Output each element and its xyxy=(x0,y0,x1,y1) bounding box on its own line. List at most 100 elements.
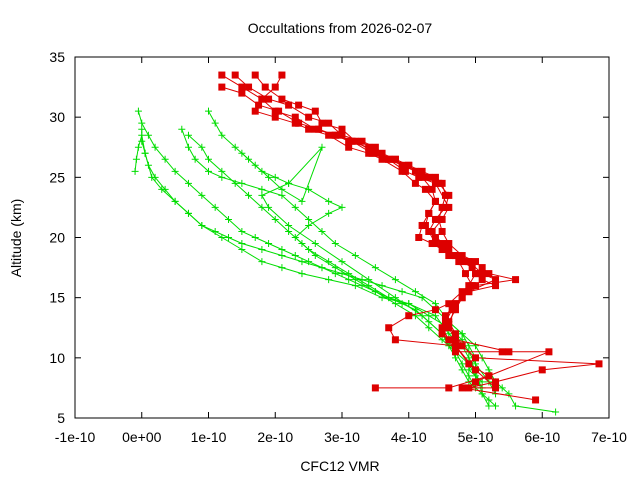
data-point-green-1 xyxy=(451,354,459,362)
data-point-red-3 xyxy=(428,185,436,193)
data-point-red-3 xyxy=(458,288,466,296)
x-tick-label: -1e-10 xyxy=(55,429,96,445)
data-point-green-1 xyxy=(138,119,146,127)
plot-area: -1e-10 0e+00 1e-10 2e-10 3e-10 4e-10 5e-10 6e-1… xyxy=(49,49,627,445)
data-point-green-6 xyxy=(184,131,192,139)
data-point-red-5 xyxy=(431,179,439,187)
data-point-green-3 xyxy=(132,155,140,163)
data-point-green-2 xyxy=(238,240,246,248)
data-point-green-3 xyxy=(258,258,266,266)
data-point-green-1 xyxy=(151,143,159,151)
data-point-red-1 xyxy=(445,240,453,248)
data-point-green-6 xyxy=(411,312,419,320)
data-point-green-7 xyxy=(298,197,306,205)
data-point-green-6 xyxy=(465,372,473,380)
data-point-green-1 xyxy=(171,167,179,175)
data-point-green-4 xyxy=(205,167,212,175)
data-point-red-3 xyxy=(278,95,286,103)
data-point-green-5 xyxy=(231,143,239,151)
data-point-red-3 xyxy=(428,240,436,248)
data-point-red-4 xyxy=(421,185,429,193)
x-tick-label: 0e+00 xyxy=(122,429,162,445)
data-point-red-2 xyxy=(231,71,239,79)
data-point-green-2 xyxy=(505,390,513,398)
data-point-red-5 xyxy=(438,215,446,223)
data-point-red-5 xyxy=(401,167,409,175)
data-point-red-3 xyxy=(415,234,423,241)
data-point-green-6 xyxy=(458,360,466,368)
data-point-red-5 xyxy=(451,300,459,308)
data-point-red-5 xyxy=(385,155,393,163)
data-point-red-2 xyxy=(325,119,333,127)
data-point-red-5 xyxy=(428,227,436,235)
data-point-red-5 xyxy=(295,119,303,127)
data-point-red-3 xyxy=(405,312,413,320)
data-point-red-4 xyxy=(411,179,419,187)
data-point-green-1 xyxy=(211,203,219,211)
data-point-green-5 xyxy=(271,173,279,181)
data-point-green-6 xyxy=(371,288,379,296)
data-point-red-5 xyxy=(315,125,323,133)
data-point-red-4 xyxy=(485,372,493,380)
data-point-green-6 xyxy=(258,203,266,211)
data-point-green-4 xyxy=(184,143,192,151)
data-point-green-5 xyxy=(338,203,346,211)
data-point-red-2 xyxy=(545,348,553,356)
data-point-red-2 xyxy=(478,276,486,284)
data-point-green-3 xyxy=(278,264,286,272)
data-point-green-6 xyxy=(231,179,239,187)
data-point-red-3 xyxy=(472,366,479,374)
data-point-green-4 xyxy=(305,215,313,223)
data-point-green-6 xyxy=(438,336,446,344)
data-point-green-5 xyxy=(425,312,433,320)
data-point-red-4 xyxy=(425,209,433,217)
data-point-green-5 xyxy=(205,107,212,115)
data-point-green-5 xyxy=(458,336,466,344)
data-point-green-6 xyxy=(391,300,399,308)
data-point-green-3 xyxy=(218,234,226,241)
data-point-red-3 xyxy=(261,83,269,91)
data-point-red-2 xyxy=(445,191,453,199)
data-point-green-4 xyxy=(411,288,419,296)
data-point-green-3 xyxy=(431,312,439,320)
data-point-red-5 xyxy=(368,149,376,157)
data-point-green-7 xyxy=(285,179,293,187)
data-point-red-2 xyxy=(445,252,453,260)
data-point-green-5 xyxy=(218,131,226,139)
data-point-green-6 xyxy=(331,264,339,272)
data-point-red-4 xyxy=(468,282,476,290)
data-point-red-2 xyxy=(245,83,253,91)
data-point-green-7 xyxy=(365,276,373,284)
data-point-green-3 xyxy=(134,143,142,151)
data-point-red-4 xyxy=(438,330,446,338)
data-point-red-2 xyxy=(265,95,273,103)
y-tick-label: 25 xyxy=(49,169,65,185)
data-point-green-4 xyxy=(431,300,439,308)
data-point-red-3 xyxy=(532,396,540,404)
data-point-red-5 xyxy=(348,137,356,145)
data-point-green-7 xyxy=(318,143,326,151)
series-line-green-6 xyxy=(188,134,476,389)
data-point-red-5 xyxy=(415,173,423,181)
series-line-green-2 xyxy=(141,129,556,413)
data-point-green-6 xyxy=(298,240,306,248)
data-point-red-1 xyxy=(238,83,246,91)
data-point-red-5 xyxy=(445,203,453,211)
data-point-red-2 xyxy=(371,143,379,151)
data-point-red-5 xyxy=(331,131,339,139)
data-point-green-5 xyxy=(405,300,413,308)
data-point-green-5 xyxy=(325,197,333,205)
y-tick-label: 30 xyxy=(49,109,65,125)
data-point-green-5 xyxy=(472,360,479,368)
data-point-red-1 xyxy=(458,252,466,260)
data-point-red-5 xyxy=(478,270,486,278)
data-point-red-1 xyxy=(512,276,520,284)
data-point-red-5 xyxy=(445,324,453,332)
data-point-red-3 xyxy=(338,125,346,133)
series-line-green-1 xyxy=(137,111,490,407)
data-point-green-6 xyxy=(285,227,293,235)
data-point-green-1 xyxy=(251,234,259,241)
x-axis-label: CFC12 VMR xyxy=(300,458,379,474)
data-point-green-4 xyxy=(218,173,226,181)
